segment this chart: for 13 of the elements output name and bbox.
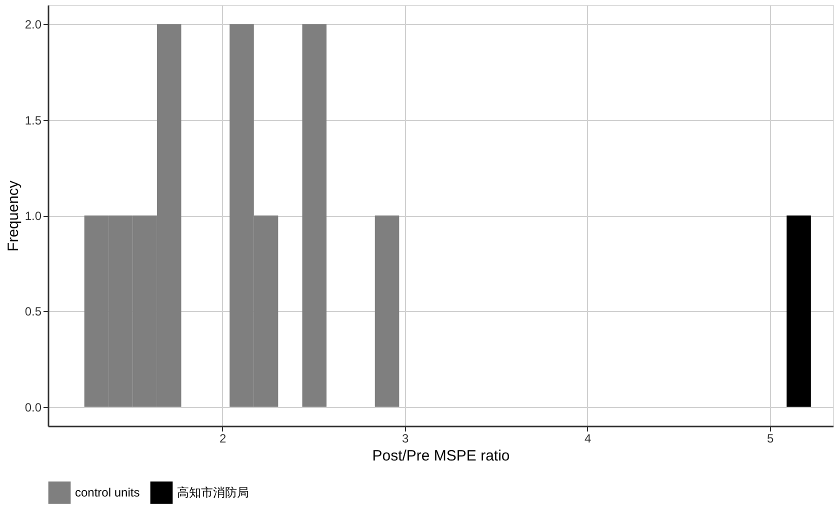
- y-tick-label: 1.5: [24, 113, 42, 128]
- x-tick-label: 2: [219, 432, 226, 446]
- x-axis-title: Post/Pre MSPE ratio: [372, 448, 510, 464]
- x-tick-label: 5: [767, 432, 774, 446]
- legend-label: 高知市消防局: [177, 486, 249, 500]
- y-tick-label: 0.5: [24, 304, 42, 319]
- y-tick-label: 2.0: [24, 18, 42, 32]
- x-tick-label: 4: [584, 432, 592, 446]
- legend-label: control units: [75, 486, 140, 500]
- y-tick-label: 1.0: [24, 209, 42, 223]
- y-tick-label: 0.0: [24, 400, 42, 414]
- x-tick-label: 3: [402, 432, 409, 446]
- y-axis-title: Frequency: [4, 180, 22, 252]
